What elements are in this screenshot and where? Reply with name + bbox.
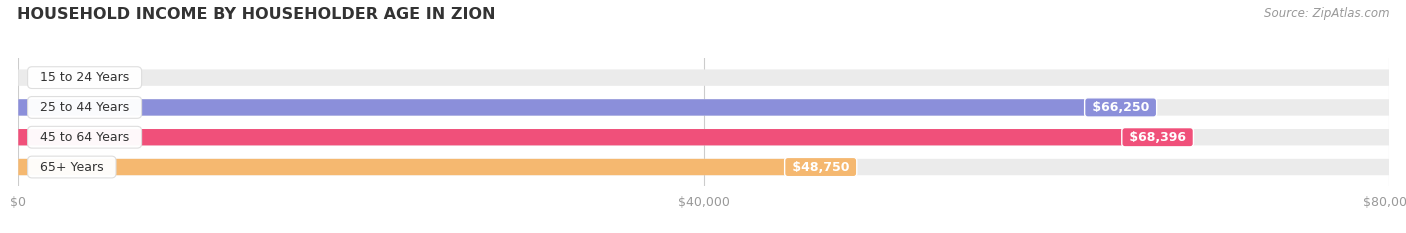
FancyBboxPatch shape [18, 159, 1389, 175]
FancyBboxPatch shape [18, 99, 1389, 116]
Text: $48,750: $48,750 [787, 161, 853, 174]
Text: $66,250: $66,250 [1088, 101, 1153, 114]
Text: 65+ Years: 65+ Years [32, 161, 111, 174]
Text: HOUSEHOLD INCOME BY HOUSEHOLDER AGE IN ZION: HOUSEHOLD INCOME BY HOUSEHOLDER AGE IN Z… [17, 7, 495, 22]
FancyBboxPatch shape [18, 129, 1191, 145]
Text: 45 to 64 Years: 45 to 64 Years [32, 131, 138, 144]
Text: 15 to 24 Years: 15 to 24 Years [32, 71, 138, 84]
Text: Source: ZipAtlas.com: Source: ZipAtlas.com [1264, 7, 1389, 20]
FancyBboxPatch shape [18, 69, 1389, 86]
Text: 25 to 44 Years: 25 to 44 Years [32, 101, 138, 114]
Text: $0: $0 [39, 71, 56, 84]
FancyBboxPatch shape [18, 159, 853, 175]
FancyBboxPatch shape [18, 99, 1153, 116]
FancyBboxPatch shape [18, 129, 1389, 145]
Text: $68,396: $68,396 [1125, 131, 1191, 144]
